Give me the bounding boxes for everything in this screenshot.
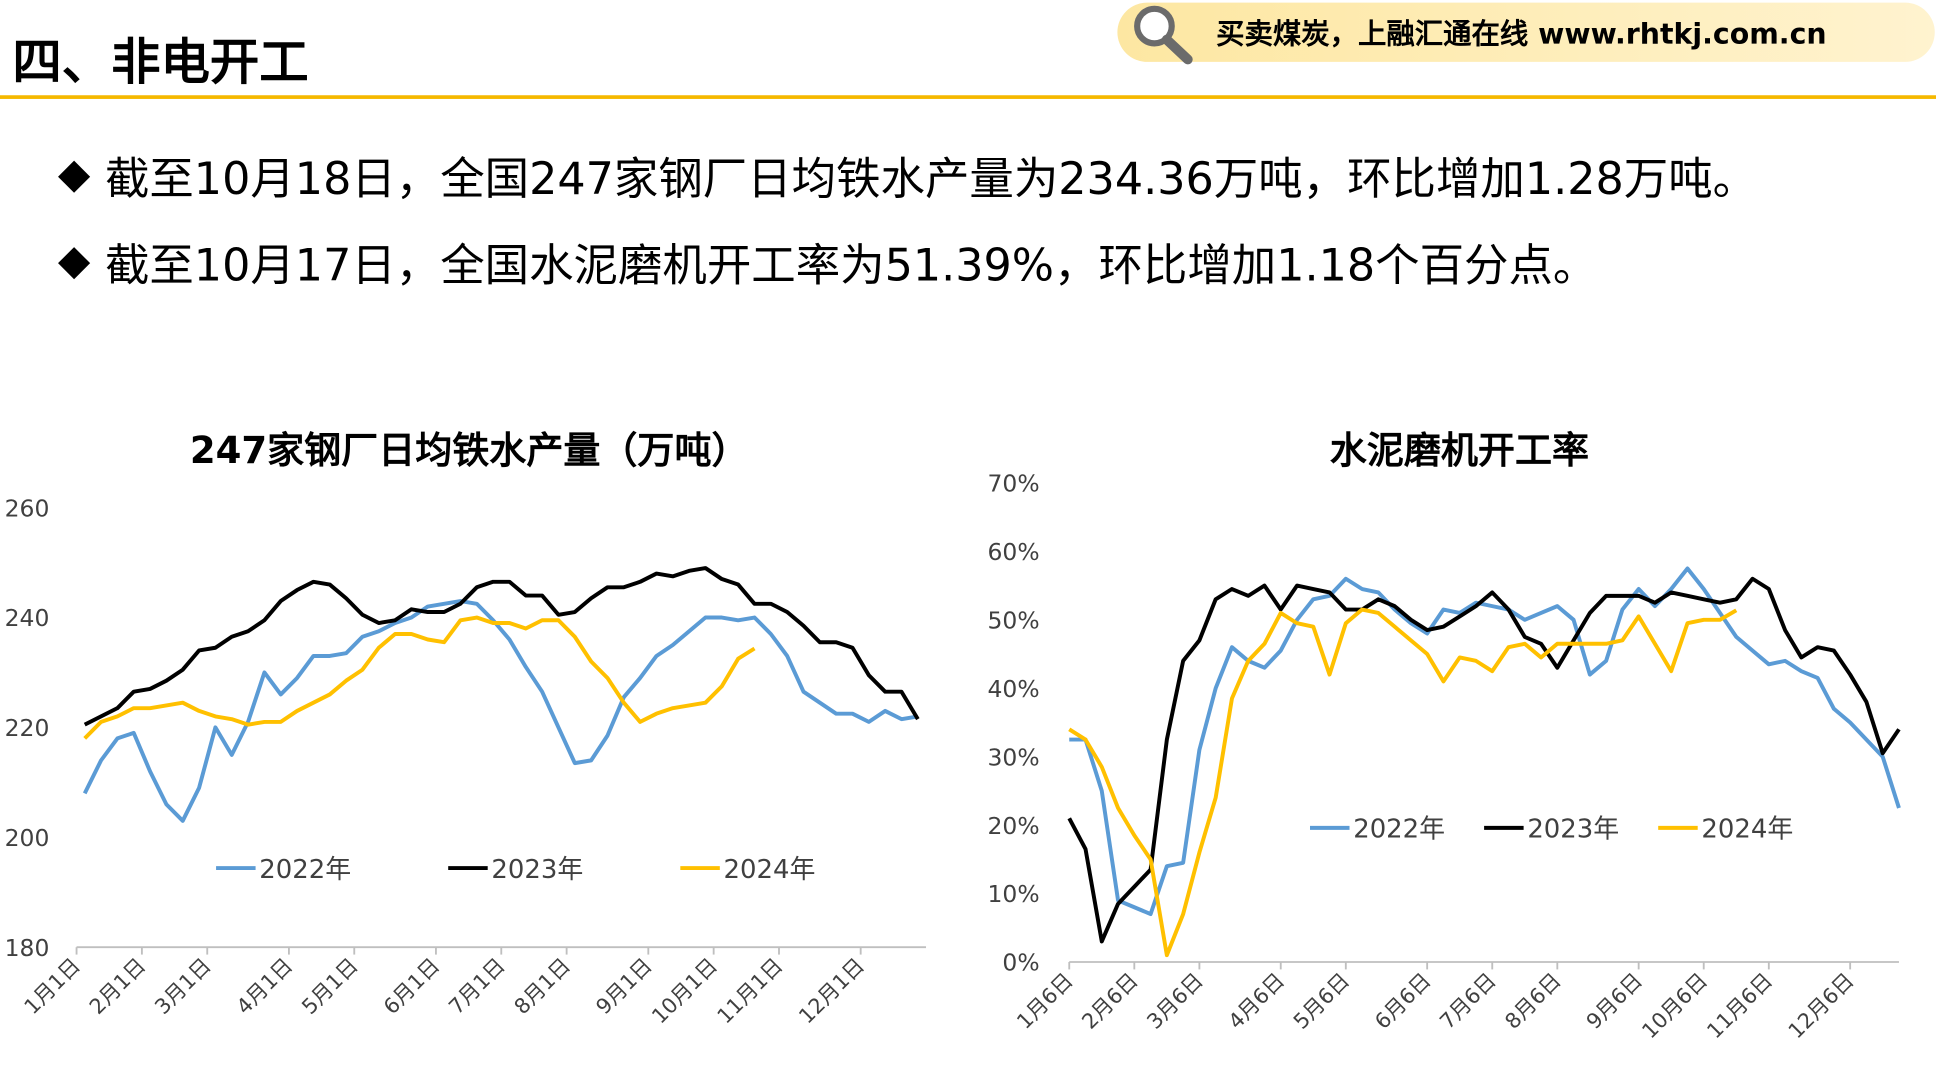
bullet-icon — [58, 160, 91, 193]
legend-label: 2024年 — [724, 855, 816, 885]
legend-label: 2022年 — [259, 855, 351, 885]
y-tick-label: 260 — [5, 494, 50, 522]
y-tick-label: 20% — [988, 812, 1040, 840]
legend-label: 2022年 — [1353, 815, 1445, 845]
x-tick-label: 3月1日 — [150, 954, 215, 1019]
x-tick-label: 1月1日 — [20, 954, 85, 1019]
y-tick-label: 40% — [988, 675, 1040, 703]
series-line — [83, 615, 756, 740]
legend-label: 2024年 — [1701, 815, 1793, 845]
x-tick-label: 8月1日 — [510, 954, 575, 1019]
y-tick-label: 10% — [988, 880, 1040, 908]
y-tick-label: 240 — [5, 604, 50, 632]
x-tick-label: 12月6日 — [1784, 968, 1859, 1043]
series-line — [82, 599, 919, 823]
x-tick-label: 11月6日 — [1702, 968, 1777, 1043]
series-line — [1069, 566, 1901, 917]
bullet-text: 截至10月17日，全国水泥磨机开工率为51.39%，环比增加1.18个百分点。 — [105, 240, 1597, 291]
series-line — [1068, 607, 1738, 958]
y-tick-label: 60% — [988, 538, 1040, 566]
legend-label: 2023年 — [491, 855, 583, 885]
x-tick-label: 4月1日 — [232, 954, 297, 1019]
x-tick-label: 6月1日 — [379, 954, 444, 1019]
y-tick-label: 200 — [5, 824, 50, 852]
x-tick-label: 3月6日 — [1142, 968, 1207, 1033]
y-tick-label: 180 — [5, 934, 50, 962]
x-tick-label: 4月6日 — [1224, 968, 1289, 1033]
x-tick-label: 7月1日 — [444, 954, 509, 1019]
x-tick-label: 2月6日 — [1077, 968, 1142, 1033]
x-tick-label: 5月6日 — [1289, 968, 1354, 1033]
x-tick-label: 10月1日 — [647, 954, 722, 1029]
banner-text: 买卖煤炭，上融汇通在线 www.rhtkj.com.cn — [1216, 17, 1826, 50]
x-tick-label: 7月6日 — [1435, 968, 1500, 1033]
y-tick-label: 0% — [1002, 949, 1039, 977]
chart-title: 247家钢厂日均铁水产量（万吨） — [190, 429, 749, 472]
chart-title: 水泥磨机开工率 — [1330, 429, 1589, 472]
y-tick-label: 70% — [988, 470, 1040, 498]
y-tick-label: 30% — [988, 743, 1040, 771]
x-tick-label: 8月6日 — [1500, 968, 1565, 1033]
x-tick-label: 6月6日 — [1370, 968, 1435, 1033]
x-tick-label: 5月1日 — [297, 954, 362, 1019]
bullet-text: 截至10月18日，全国247家钢厂日均铁水产量为234.36万吨，环比增加1.2… — [105, 154, 1757, 205]
series-line — [83, 566, 920, 727]
x-tick-label: 11月1日 — [713, 954, 788, 1029]
page-title: 四、非电开工 — [12, 33, 308, 91]
legend-label: 2023年 — [1527, 815, 1619, 845]
y-tick-label: 220 — [5, 714, 50, 742]
bullet-icon — [58, 247, 91, 280]
banner-bg — [1117, 2, 1935, 62]
x-tick-label: 12月1日 — [794, 954, 869, 1029]
x-tick-label: 9月6日 — [1582, 968, 1647, 1033]
series-line — [1067, 576, 1901, 944]
x-tick-label: 2月1日 — [85, 954, 150, 1019]
x-tick-label: 9月1日 — [591, 954, 656, 1019]
x-tick-label: 10月6日 — [1637, 968, 1712, 1043]
title-rule — [0, 95, 1936, 99]
y-tick-label: 50% — [988, 606, 1040, 634]
x-tick-label: 1月6日 — [1012, 968, 1077, 1033]
search-icon — [1134, 5, 1193, 65]
